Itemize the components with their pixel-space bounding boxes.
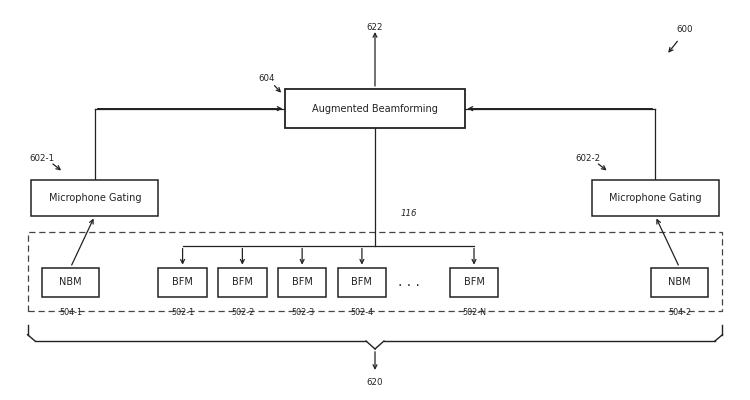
Text: Microphone Gating: Microphone Gating — [49, 193, 141, 203]
Text: BFM: BFM — [172, 278, 193, 288]
FancyBboxPatch shape — [218, 268, 267, 297]
FancyBboxPatch shape — [28, 232, 722, 311]
Text: . . .: . . . — [398, 275, 419, 289]
Text: 502-4: 502-4 — [351, 308, 374, 316]
Text: 504-2: 504-2 — [668, 308, 692, 316]
FancyBboxPatch shape — [285, 89, 465, 128]
FancyBboxPatch shape — [43, 268, 98, 297]
Text: 502-3: 502-3 — [291, 308, 314, 316]
FancyBboxPatch shape — [450, 268, 498, 297]
FancyBboxPatch shape — [338, 268, 386, 297]
FancyBboxPatch shape — [592, 180, 718, 216]
Text: 502-1: 502-1 — [172, 308, 194, 316]
FancyBboxPatch shape — [158, 268, 207, 297]
Text: BFM: BFM — [232, 278, 253, 288]
Text: BFM: BFM — [352, 278, 372, 288]
Text: 504-1: 504-1 — [59, 308, 82, 316]
FancyBboxPatch shape — [278, 268, 326, 297]
Text: 620: 620 — [367, 378, 383, 387]
Text: BFM: BFM — [292, 278, 313, 288]
Text: NBM: NBM — [668, 278, 691, 288]
Text: Augmented Beamforming: Augmented Beamforming — [312, 104, 438, 114]
Text: 116: 116 — [400, 210, 417, 218]
Text: 622: 622 — [367, 23, 383, 32]
Text: 602-2: 602-2 — [575, 154, 601, 163]
Text: 502-2: 502-2 — [231, 308, 254, 316]
Text: Microphone Gating: Microphone Gating — [609, 193, 701, 203]
Text: 502-N: 502-N — [463, 308, 487, 316]
Text: NBM: NBM — [59, 278, 82, 288]
Text: BFM: BFM — [464, 278, 484, 288]
FancyBboxPatch shape — [32, 180, 158, 216]
FancyBboxPatch shape — [652, 268, 707, 297]
Text: 604: 604 — [259, 74, 275, 83]
Text: 600: 600 — [676, 25, 693, 34]
Text: 602-1: 602-1 — [30, 154, 55, 163]
